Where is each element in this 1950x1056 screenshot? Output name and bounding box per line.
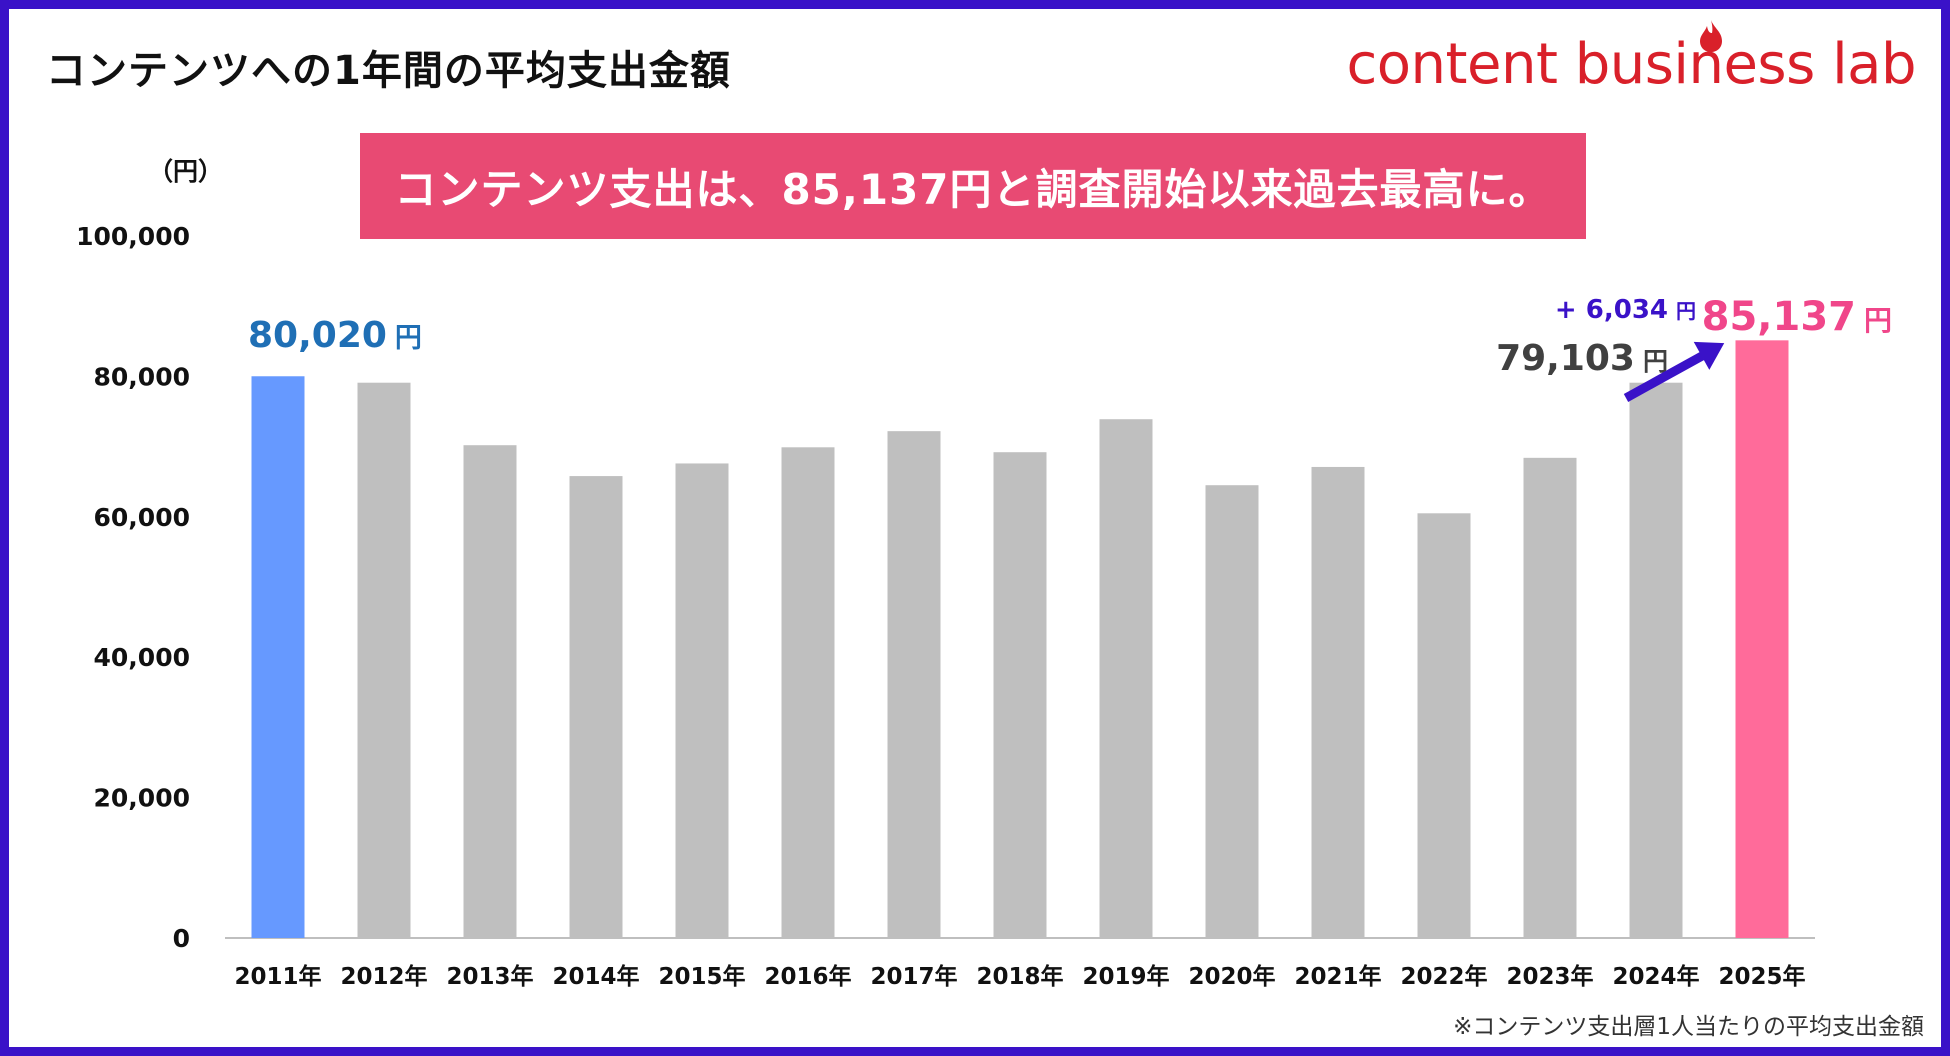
y-tick-label: 40,000 [94, 643, 190, 672]
x-tick-label: 2015年 [658, 963, 745, 990]
bar-2024年 [1629, 382, 1683, 939]
x-tick-label: 2016年 [764, 963, 851, 990]
x-tick-label: 2021年 [1294, 963, 1381, 990]
bar-2025年 [1735, 340, 1789, 938]
data-label: 85,137 円 [1702, 294, 1892, 340]
bar-2011年 [251, 376, 305, 938]
x-tick-label: 2023年 [1506, 963, 1593, 990]
x-tick-label: 2024年 [1612, 963, 1699, 990]
annotations: 80,020 円 79,103 円 85,137 円+ 6,034 円 [248, 294, 1892, 402]
brand-logo: content business lab [1347, 18, 1916, 98]
page-title: コンテンツへの1年間の平均支出金額 [46, 48, 731, 94]
x-tick-label: 2022年 [1400, 963, 1487, 990]
x-tick-label: 2018年 [976, 963, 1063, 990]
y-tick-label: 100,000 [76, 222, 190, 251]
y-axis-unit-label: （円） [148, 157, 223, 186]
flame-drop-icon [1700, 20, 1722, 52]
bar-2021年 [1311, 466, 1365, 938]
bar-2019年 [1099, 419, 1153, 938]
x-tick-label: 2020年 [1188, 963, 1275, 990]
bar-2013年 [463, 445, 517, 938]
x-tick-label: 2013年 [446, 963, 533, 990]
data-label: 79,103 円 [1496, 338, 1668, 379]
bar-2016年 [781, 447, 835, 938]
x-tick-label: 2014年 [552, 963, 639, 990]
bar-2017年 [887, 431, 941, 938]
bar-2014年 [569, 476, 623, 938]
y-tick-label: 0 [173, 924, 190, 953]
headline-banner: コンテンツ支出は、85,137円と調査開始以来過去最高に。 [360, 133, 1586, 239]
y-tick-label: 80,000 [94, 362, 190, 391]
increase-arrow [1623, 352, 1705, 402]
bar-2012年 [357, 382, 411, 939]
x-tick-label: 2012年 [340, 963, 427, 990]
x-tick-label: 2011年 [234, 963, 321, 990]
x-tick-label: 2017年 [870, 963, 957, 990]
x-tick-label: 2019年 [1082, 963, 1169, 990]
bar-2018年 [993, 452, 1047, 938]
x-axis-labels: 2011年 2012年 2013年 2014年 2015年 2016年 2017年 2018年… [234, 963, 1805, 990]
bar-2020年 [1205, 485, 1259, 938]
bar-2022年 [1417, 513, 1471, 938]
x-tick-label: 2025年 [1718, 963, 1805, 990]
bar-2023年 [1523, 457, 1577, 938]
y-axis-ticks: 0 20,000 40,000 60,000 80,000 100,000 [76, 222, 190, 953]
increase-arrow-head [1693, 341, 1725, 370]
data-label: + 6,034 円 [1555, 295, 1696, 325]
bars [251, 340, 1789, 939]
headline-banner-text: コンテンツ支出は、85,137円と調査開始以来過去最高に。 [394, 164, 1552, 214]
footnote: ※コンテンツ支出層1人当たりの平均支出金額 [1453, 1014, 1924, 1040]
data-label: 80,020 円 [248, 315, 422, 356]
y-tick-label: 60,000 [94, 503, 190, 532]
bar-2015年 [675, 463, 729, 938]
y-tick-label: 20,000 [94, 784, 190, 813]
brand-logo-text: content business lab [1346, 32, 1917, 97]
